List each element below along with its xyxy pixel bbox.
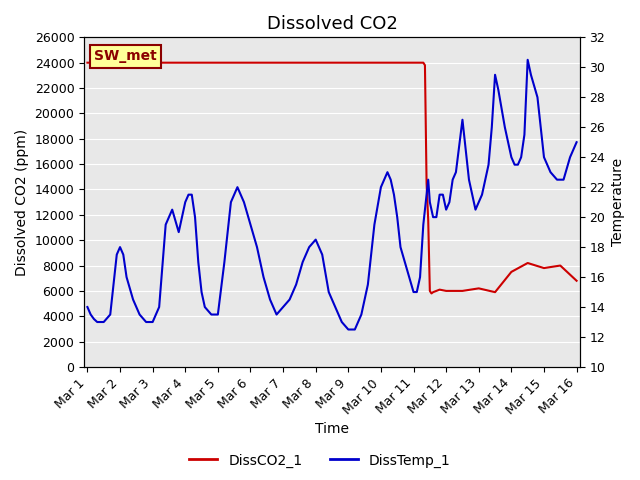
- DissCO2_1: [524, 260, 531, 266]
- DissCO2_1: [426, 288, 434, 294]
- DissCO2_1: [436, 287, 444, 292]
- DissCO2_1: [312, 60, 319, 66]
- DissCO2_1: [246, 60, 254, 66]
- DissTemp_1: [240, 199, 248, 205]
- DissCO2_1: [377, 60, 385, 66]
- Legend: DissCO2_1, DissTemp_1: DissCO2_1, DissTemp_1: [184, 448, 456, 473]
- DissCO2_1: [344, 60, 352, 66]
- DissCO2_1: [328, 60, 336, 66]
- DissCO2_1: [361, 60, 369, 66]
- DissTemp_1: [198, 289, 205, 295]
- DissCO2_1: [394, 60, 401, 66]
- DissCO2_1: [442, 288, 450, 294]
- DissCO2_1: [181, 60, 189, 66]
- DissCO2_1: [475, 286, 483, 291]
- Y-axis label: Temperature: Temperature: [611, 158, 625, 246]
- DissCO2_1: [296, 60, 303, 66]
- DissTemp_1: [214, 312, 221, 317]
- X-axis label: Time: Time: [315, 422, 349, 436]
- DissCO2_1: [492, 289, 499, 295]
- DissCO2_1: [198, 60, 205, 66]
- DissCO2_1: [100, 60, 108, 66]
- DissCO2_1: [116, 60, 124, 66]
- DissCO2_1: [132, 60, 140, 66]
- DissCO2_1: [410, 60, 417, 66]
- DissCO2_1: [165, 60, 173, 66]
- DissCO2_1: [279, 60, 287, 66]
- DissCO2_1: [556, 263, 564, 268]
- DissCO2_1: [423, 180, 431, 186]
- Title: Dissolved CO2: Dissolved CO2: [267, 15, 397, 33]
- DissCO2_1: [429, 289, 437, 295]
- DissTemp_1: [478, 192, 486, 198]
- DissTemp_1: [573, 139, 580, 145]
- DissCO2_1: [419, 60, 427, 66]
- Y-axis label: Dissolved CO2 (ppm): Dissolved CO2 (ppm): [15, 129, 29, 276]
- DissCO2_1: [573, 278, 580, 284]
- DissCO2_1: [540, 265, 548, 271]
- Text: SW_met: SW_met: [94, 49, 157, 63]
- DissCO2_1: [214, 60, 221, 66]
- DissCO2_1: [230, 60, 238, 66]
- DissCO2_1: [84, 60, 92, 66]
- DissTemp_1: [344, 326, 352, 332]
- DissTemp_1: [524, 57, 531, 63]
- DissCO2_1: [421, 62, 429, 68]
- DissCO2_1: [459, 288, 467, 294]
- DissCO2_1: [424, 217, 432, 223]
- DissTemp_1: [84, 304, 92, 310]
- DissCO2_1: [148, 60, 156, 66]
- DissCO2_1: [428, 290, 435, 296]
- DissTemp_1: [383, 169, 391, 175]
- DissTemp_1: [371, 222, 378, 228]
- DissCO2_1: [433, 288, 440, 294]
- DissCO2_1: [263, 60, 271, 66]
- Line: DissCO2_1: DissCO2_1: [88, 63, 577, 293]
- Line: DissTemp_1: DissTemp_1: [88, 60, 577, 329]
- DissCO2_1: [508, 269, 515, 275]
